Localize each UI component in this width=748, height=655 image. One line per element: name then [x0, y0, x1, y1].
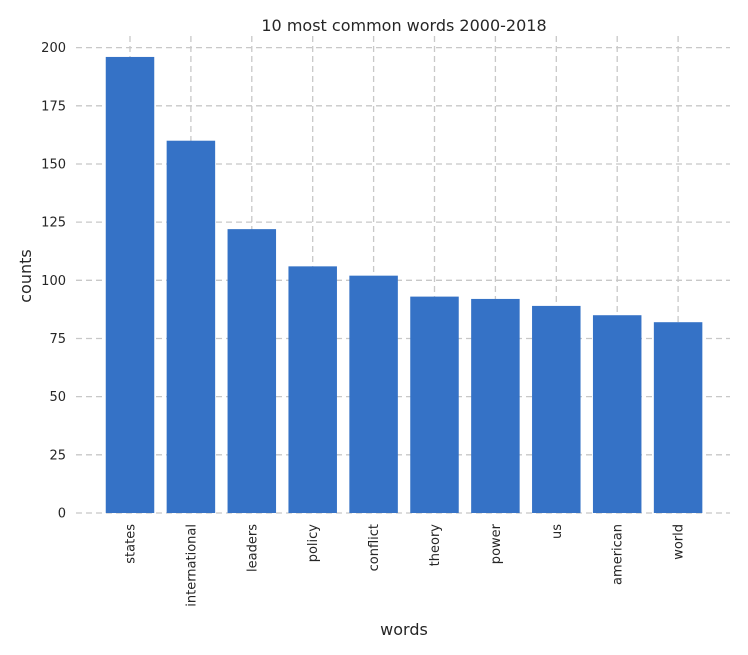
- x-tick-label: world: [672, 524, 687, 560]
- x-axis-title: words: [380, 620, 428, 639]
- bar-states: [105, 56, 155, 513]
- x-tick-label: theory: [428, 524, 443, 567]
- y-tick-label: 0: [58, 507, 66, 522]
- bar-international: [166, 140, 216, 513]
- x-tick-label: leaders: [245, 524, 260, 572]
- bars: [105, 56, 703, 513]
- y-tick-label: 25: [49, 448, 66, 463]
- x-tick-label: american: [611, 524, 626, 585]
- y-tick-label: 200: [41, 41, 66, 56]
- x-tick-label: conflict: [367, 524, 382, 571]
- y-tick-label: 125: [41, 216, 66, 231]
- bar-power: [471, 298, 520, 513]
- y-tick-label: 175: [41, 99, 66, 114]
- bar-theory: [410, 296, 459, 513]
- bar-conflict: [349, 275, 398, 513]
- bar-world: [653, 322, 703, 513]
- bar-policy: [288, 266, 337, 513]
- bar-american: [592, 315, 642, 513]
- y-tick-label: 100: [41, 274, 66, 289]
- x-axis-ticks: states international leaders policy conflict…: [124, 523, 687, 606]
- x-tick-label: policy: [306, 524, 321, 563]
- chart-title: 10 most common words 2000-2018: [261, 16, 546, 35]
- x-tick-label: states: [124, 524, 139, 564]
- bar-leaders: [227, 229, 277, 513]
- y-tick-label: 75: [49, 332, 66, 347]
- bar-us: [532, 305, 581, 513]
- x-tick-label: power: [489, 523, 504, 564]
- y-tick-label: 50: [49, 390, 66, 405]
- y-axis-title: counts: [16, 249, 35, 302]
- x-tick-label: international: [184, 524, 199, 607]
- x-tick-label: us: [550, 524, 565, 539]
- y-axis-ticks: 0 25 50 75 100 125 150 175 200: [41, 41, 66, 521]
- y-tick-label: 150: [41, 157, 66, 172]
